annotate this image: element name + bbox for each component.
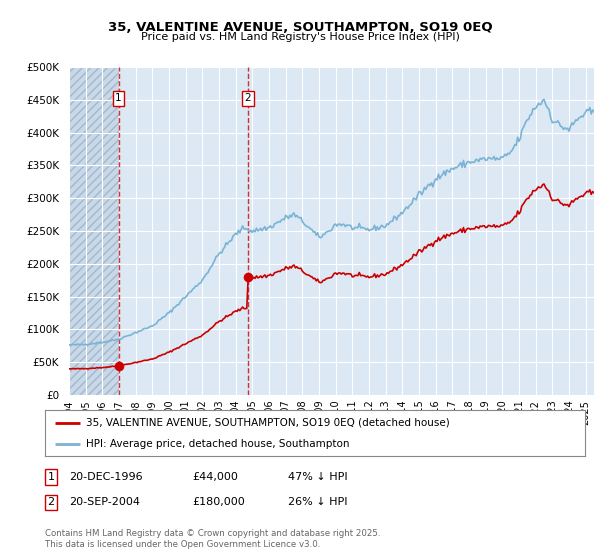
Text: Price paid vs. HM Land Registry's House Price Index (HPI): Price paid vs. HM Land Registry's House … [140, 32, 460, 43]
Point [243, 272, 253, 281]
Text: 26% ↓ HPI: 26% ↓ HPI [288, 497, 347, 507]
Text: 20-SEP-2004: 20-SEP-2004 [69, 497, 140, 507]
Text: 47% ↓ HPI: 47% ↓ HPI [288, 472, 347, 482]
Text: Contains HM Land Registry data © Crown copyright and database right 2025.
This d: Contains HM Land Registry data © Crown c… [45, 529, 380, 549]
Point [114, 362, 124, 371]
Text: £44,000: £44,000 [192, 472, 238, 482]
Text: 2: 2 [244, 94, 251, 104]
Text: 35, VALENTINE AVENUE, SOUTHAMPTON, SO19 0EQ: 35, VALENTINE AVENUE, SOUTHAMPTON, SO19 … [107, 21, 493, 34]
Text: £180,000: £180,000 [192, 497, 245, 507]
Text: 35, VALENTINE AVENUE, SOUTHAMPTON, SO19 0EQ (detached house): 35, VALENTINE AVENUE, SOUTHAMPTON, SO19 … [86, 418, 449, 428]
Text: 1: 1 [115, 94, 122, 104]
Bar [69, 67, 119, 395]
Text: 1: 1 [47, 472, 55, 482]
Text: HPI: Average price, detached house, Southampton: HPI: Average price, detached house, Sout… [86, 439, 349, 449]
Text: 2: 2 [47, 497, 55, 507]
Text: 20-DEC-1996: 20-DEC-1996 [69, 472, 143, 482]
Bar [119, 67, 248, 395]
